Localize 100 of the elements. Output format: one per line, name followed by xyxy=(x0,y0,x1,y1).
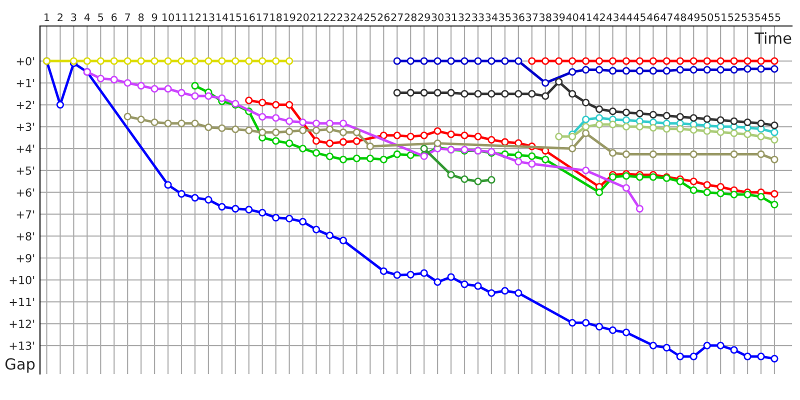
point xyxy=(501,57,509,65)
point xyxy=(474,57,482,65)
x-tick-label: 44 xyxy=(620,13,632,22)
point xyxy=(730,150,738,158)
point xyxy=(150,118,158,126)
point xyxy=(393,132,401,140)
x-tick-label: 28 xyxy=(404,13,417,22)
point xyxy=(406,151,414,159)
point xyxy=(770,57,778,65)
y-tick-label: +7' xyxy=(16,210,34,218)
point xyxy=(447,88,455,97)
point xyxy=(258,128,266,136)
point xyxy=(636,204,644,213)
point xyxy=(232,125,240,134)
point xyxy=(245,96,253,104)
point xyxy=(83,57,91,65)
point xyxy=(542,57,550,65)
point xyxy=(730,117,738,126)
x-tick-label: 13 xyxy=(202,13,214,22)
point xyxy=(730,190,738,198)
point xyxy=(744,130,752,138)
y-tick-label: +10' xyxy=(10,276,34,284)
y-tick-label: +1' xyxy=(16,79,34,88)
x-tick-label: 17 xyxy=(256,13,268,22)
x-tick-label: 43 xyxy=(606,13,619,22)
point xyxy=(460,57,468,65)
y-tick-label: +6' xyxy=(16,188,34,197)
point xyxy=(568,144,576,152)
point xyxy=(770,190,778,198)
point xyxy=(366,154,374,162)
x-tick-label: 42 xyxy=(593,13,605,22)
point xyxy=(582,116,590,124)
point xyxy=(690,178,698,186)
point xyxy=(649,57,658,65)
point xyxy=(460,132,468,140)
point xyxy=(595,114,604,122)
point xyxy=(366,142,374,150)
point xyxy=(716,57,724,65)
x-tick-label: 8 xyxy=(138,13,144,22)
point xyxy=(649,110,658,118)
x-tick-label: 22 xyxy=(324,13,336,22)
point xyxy=(528,160,536,168)
x-tick-label: 47 xyxy=(660,13,672,22)
x-tick-label: 53 xyxy=(742,13,754,22)
point xyxy=(474,90,482,98)
x-tick-label: 36 xyxy=(512,13,524,22)
x-tick-label: 21 xyxy=(310,13,322,22)
point xyxy=(582,98,590,106)
point xyxy=(339,120,348,128)
point xyxy=(434,139,442,148)
point xyxy=(676,57,684,65)
point xyxy=(272,57,280,65)
point xyxy=(662,67,670,75)
x-tick-label: 54 xyxy=(755,13,768,22)
x-tick-label: 31 xyxy=(445,13,457,22)
x-tick-label: 2 xyxy=(58,13,62,22)
point xyxy=(676,178,684,186)
x-tick-label: 19 xyxy=(284,13,296,22)
point xyxy=(178,190,186,198)
point xyxy=(191,92,199,100)
point xyxy=(164,84,172,93)
point xyxy=(622,122,630,130)
point xyxy=(676,113,684,121)
point xyxy=(218,94,226,102)
point xyxy=(649,150,658,158)
point xyxy=(716,183,724,191)
point xyxy=(595,57,604,65)
point xyxy=(542,92,550,100)
point xyxy=(770,122,778,130)
point xyxy=(150,84,158,93)
point xyxy=(460,90,468,98)
point xyxy=(406,57,414,65)
point xyxy=(245,206,253,214)
point xyxy=(204,57,212,65)
point xyxy=(744,65,752,73)
point xyxy=(716,342,724,350)
point xyxy=(312,226,320,234)
point xyxy=(582,57,590,65)
x-tick-label: 18 xyxy=(270,13,282,22)
point xyxy=(272,128,280,136)
point xyxy=(164,120,172,128)
point xyxy=(582,122,590,130)
point xyxy=(662,112,670,120)
point xyxy=(406,270,414,278)
point xyxy=(460,280,468,288)
x-tick-label: 50 xyxy=(701,13,714,22)
x-tick-label: 20 xyxy=(296,13,309,22)
point xyxy=(393,88,401,97)
point xyxy=(568,68,576,76)
x-tick-label: 14 xyxy=(216,13,228,22)
point xyxy=(298,144,307,152)
point xyxy=(352,128,361,136)
point xyxy=(730,346,738,354)
x-tick-label: 52 xyxy=(728,13,740,22)
point xyxy=(420,144,428,152)
y-axis-title: Gap xyxy=(5,358,35,373)
point xyxy=(757,120,765,128)
point xyxy=(622,67,630,75)
point xyxy=(488,176,496,184)
point xyxy=(730,57,738,65)
